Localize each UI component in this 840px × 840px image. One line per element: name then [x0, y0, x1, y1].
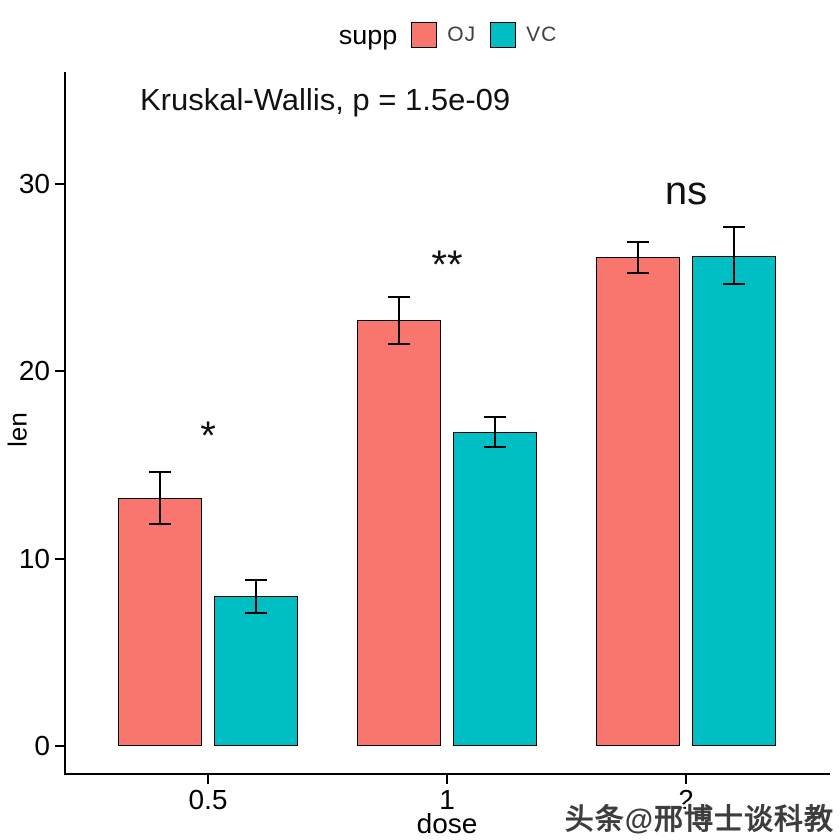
x-tick-label: 1: [439, 784, 455, 815]
bar-oj-dose-1: [357, 320, 441, 746]
bar-vc-dose-0.5: [214, 596, 298, 746]
error-bar-cap-top: [627, 240, 649, 243]
legend-item-vc: VC: [490, 22, 557, 48]
vc-color-swatch: [490, 22, 517, 48]
significance-label-dose-1: **: [431, 243, 463, 288]
x-axis-line: [64, 773, 830, 775]
legend-item-oj: OJ: [411, 22, 476, 48]
y-tick-mark: [55, 557, 64, 560]
x-tick-mark: [207, 775, 209, 784]
x-tick-label: 2: [678, 784, 694, 815]
bar-vc-dose-2: [692, 255, 776, 746]
error-bar-cap-top: [149, 470, 171, 473]
legend-title: supp: [338, 19, 398, 50]
y-tick-label: 0: [34, 730, 50, 761]
x-tick-mark: [446, 775, 448, 784]
x-tick-mark: [685, 775, 687, 784]
error-bar-line: [255, 580, 257, 613]
error-bar-line: [494, 416, 496, 447]
x-axis-title: dose: [416, 808, 478, 839]
oj-color-swatch: [411, 22, 438, 48]
error-bar-cap-bottom: [388, 342, 410, 345]
bar-vc-dose-1: [453, 431, 537, 746]
error-bar-line: [159, 471, 161, 525]
y-tick-label: 30: [18, 167, 50, 199]
y-axis-title: len: [2, 412, 33, 447]
legend-item-label: VC: [526, 23, 558, 46]
error-bar-cap-top: [245, 579, 267, 582]
significance-label-dose-2: ns: [664, 168, 708, 213]
bar-oj-dose-0.5: [118, 497, 202, 746]
y-tick-label: 20: [18, 355, 50, 386]
legend: supp OJ VC: [28, 18, 840, 52]
watermark: 头条@邢博士谈科教: [564, 804, 834, 836]
error-bar-line: [637, 241, 639, 274]
error-bar-cap-bottom: [484, 445, 506, 448]
y-tick-label: 10: [18, 542, 50, 574]
error-bar-line: [733, 227, 735, 285]
error-bar-line: [398, 297, 400, 344]
error-bar-cap-bottom: [149, 523, 171, 526]
significance-label-dose-0.5: *: [200, 413, 216, 458]
error-bar-cap-top: [484, 415, 506, 418]
error-bar-cap-top: [723, 226, 745, 229]
error-bar-cap-bottom: [627, 272, 649, 275]
stat-test-annotation: Kruskal-Wallis, p = 1.5e-09: [140, 82, 511, 117]
legend-item-label: OJ: [447, 23, 477, 46]
error-bar-cap-bottom: [245, 611, 267, 614]
bar-oj-dose-2: [596, 257, 680, 746]
y-tick-mark: [55, 745, 64, 747]
error-bar-cap-top: [388, 296, 410, 299]
error-bar-cap-bottom: [723, 283, 745, 286]
x-tick-label: 0.5: [188, 784, 228, 815]
y-tick-mark: [55, 182, 64, 185]
y-tick-mark: [55, 370, 64, 372]
y-axis-line: [64, 72, 66, 774]
